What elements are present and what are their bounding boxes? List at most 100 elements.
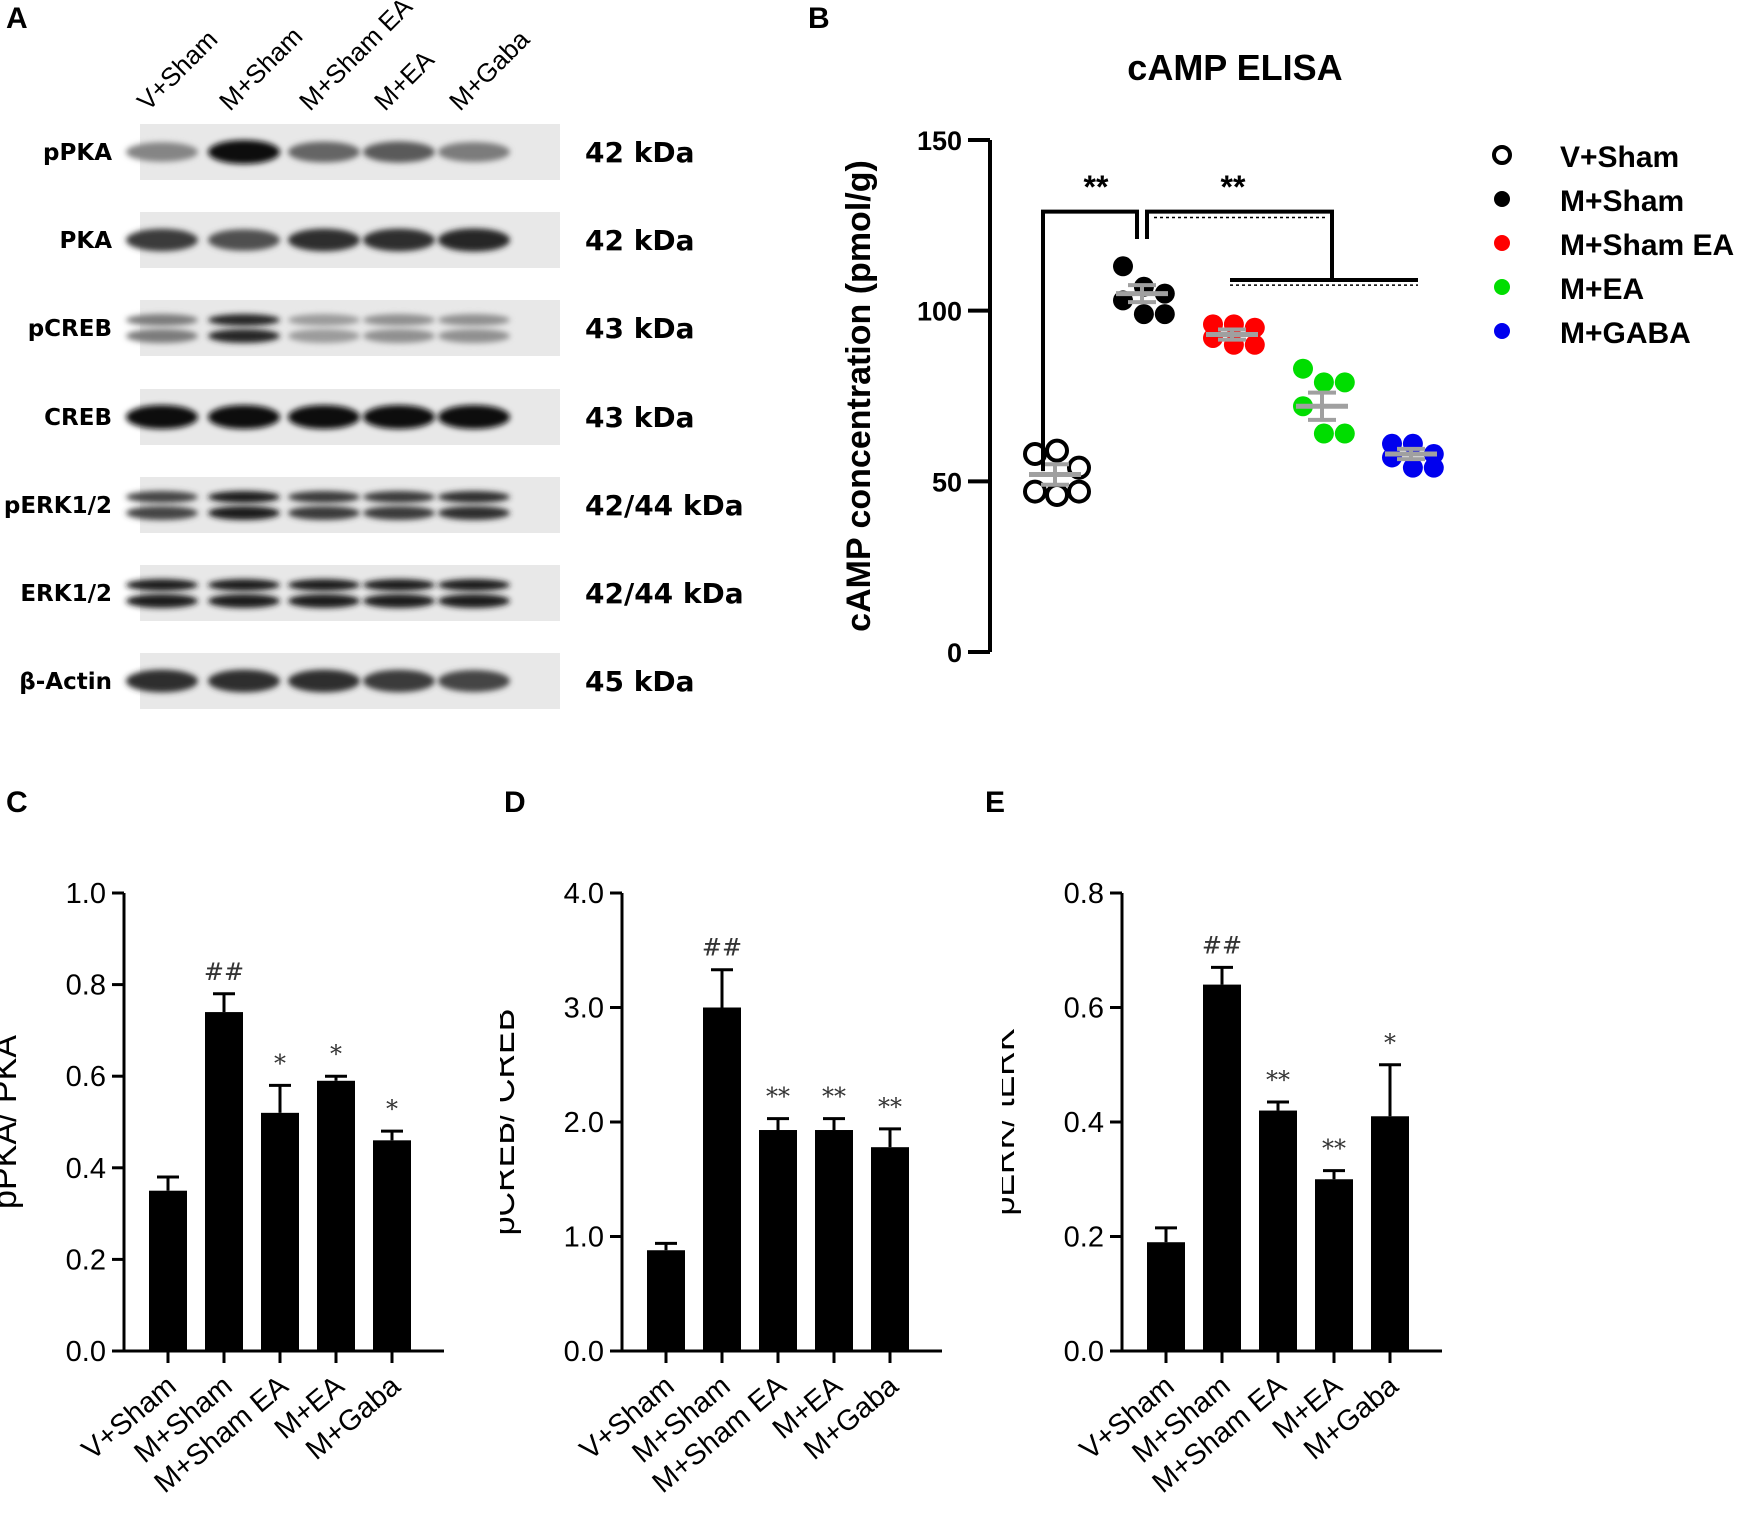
blot-band bbox=[438, 491, 510, 503]
y-tick-label: 0.2 bbox=[66, 1244, 106, 1276]
blot-band bbox=[126, 579, 198, 591]
blot-strip bbox=[140, 565, 560, 621]
bar bbox=[1371, 1116, 1409, 1351]
blot-band bbox=[438, 329, 510, 343]
bar-annotation: ## bbox=[1202, 931, 1242, 959]
panel-letter-a: A bbox=[6, 2, 28, 35]
bar-annotation: ## bbox=[702, 934, 742, 962]
blot-kda-label: 45 kDa bbox=[585, 665, 694, 698]
blot-band bbox=[438, 314, 510, 326]
y-tick-label: 0.2 bbox=[1064, 1222, 1104, 1254]
y-tick-label: 1.0 bbox=[66, 878, 106, 910]
blot-band bbox=[288, 579, 360, 591]
blot-kda-label: 42 kDa bbox=[585, 224, 694, 257]
blot-band bbox=[126, 405, 198, 429]
blot-band bbox=[438, 506, 510, 520]
y-axis-title: pCREB/ CREB bbox=[500, 1009, 522, 1236]
blot-band bbox=[126, 329, 198, 343]
y-tick-label: 150 bbox=[917, 126, 962, 156]
y-tick-label: 100 bbox=[917, 297, 962, 327]
bar bbox=[317, 1080, 355, 1351]
blot-band bbox=[288, 228, 360, 252]
scatter-point bbox=[1154, 304, 1175, 325]
panel-letter-b: B bbox=[808, 2, 830, 35]
bar-annotation: ** bbox=[766, 1083, 790, 1111]
scatter-point bbox=[1334, 423, 1355, 444]
y-axis-title: cAMP concentration (pmol/g) bbox=[840, 160, 878, 632]
y-axis-title: pPKA/ PKA bbox=[0, 1035, 24, 1209]
bar-annotation: * bbox=[386, 1095, 398, 1123]
blot-band bbox=[288, 594, 360, 608]
y-tick-label: 1.0 bbox=[564, 1222, 604, 1254]
bar bbox=[647, 1250, 685, 1351]
blot-band bbox=[208, 594, 280, 608]
y-tick-label: 0.0 bbox=[564, 1336, 604, 1368]
y-tick-label: 0.6 bbox=[66, 1061, 106, 1093]
blot-band bbox=[288, 141, 360, 163]
blot-band bbox=[126, 669, 198, 693]
scatter-point bbox=[1402, 457, 1423, 478]
y-tick-label: 4.0 bbox=[564, 878, 604, 910]
bar bbox=[1315, 1179, 1353, 1351]
y-tick-label: 0 bbox=[947, 638, 962, 668]
legend-label: M+EA bbox=[1560, 273, 1644, 306]
scatter-point bbox=[1045, 438, 1069, 463]
blot-row-label: pERK1/2 bbox=[4, 493, 112, 519]
bar bbox=[1259, 1110, 1297, 1351]
significance-bracket bbox=[1145, 209, 1334, 280]
panel-letter-c: C bbox=[6, 786, 28, 819]
blot-row-label: ERK1/2 bbox=[20, 581, 112, 607]
blot-row-label: PKA bbox=[60, 228, 113, 254]
bar bbox=[149, 1190, 187, 1351]
blot-band bbox=[363, 314, 435, 326]
blot-band bbox=[208, 491, 280, 503]
blot-lane-label: V+Sham bbox=[131, 24, 223, 116]
scatter-point bbox=[1067, 479, 1091, 504]
y-tick-label: 0.8 bbox=[1064, 878, 1104, 910]
scatter-point bbox=[1313, 423, 1334, 444]
blot-band bbox=[126, 314, 198, 326]
bar bbox=[871, 1147, 909, 1351]
blot-band bbox=[363, 491, 435, 503]
legend-label: M+GABA bbox=[1560, 317, 1691, 350]
bar bbox=[205, 1012, 243, 1351]
bar-annotation: ** bbox=[878, 1093, 902, 1121]
blot-band bbox=[126, 506, 198, 520]
blot-band bbox=[438, 405, 510, 429]
blot-band bbox=[363, 141, 435, 163]
scatter-point bbox=[1244, 334, 1265, 355]
blot-band bbox=[363, 228, 435, 252]
scatter-point bbox=[1113, 256, 1133, 277]
blot-band bbox=[126, 142, 198, 162]
blot-band bbox=[438, 594, 510, 608]
blot-band bbox=[363, 405, 435, 429]
scatter-point bbox=[1023, 479, 1047, 504]
panel-letter-d: D bbox=[504, 786, 526, 819]
panel-letter-e: E bbox=[985, 786, 1006, 819]
legend-marker bbox=[1494, 235, 1510, 251]
legend-label: M+Sham EA bbox=[1560, 229, 1734, 262]
bar-annotation: * bbox=[1384, 1029, 1396, 1057]
legend-marker bbox=[1492, 145, 1512, 165]
blot-kda-label: 43 kDa bbox=[585, 312, 694, 345]
blot-band bbox=[288, 329, 360, 343]
bar-annotation: ** bbox=[822, 1083, 846, 1111]
legend-marker bbox=[1494, 191, 1510, 207]
blot-band bbox=[208, 140, 280, 164]
bar-annotation: ** bbox=[1322, 1135, 1346, 1163]
bar bbox=[261, 1112, 299, 1351]
bar bbox=[703, 1007, 741, 1351]
blot-band bbox=[208, 329, 280, 343]
blot-band bbox=[126, 491, 198, 503]
y-tick-label: 50 bbox=[932, 467, 962, 497]
bar-annotation: ## bbox=[204, 958, 244, 986]
blot-band bbox=[438, 670, 510, 692]
y-tick-label: 3.0 bbox=[564, 993, 604, 1025]
y-tick-label: 0.0 bbox=[66, 1336, 106, 1368]
blot-band bbox=[438, 579, 510, 591]
legend-marker bbox=[1494, 323, 1510, 339]
blot-band bbox=[363, 506, 435, 520]
